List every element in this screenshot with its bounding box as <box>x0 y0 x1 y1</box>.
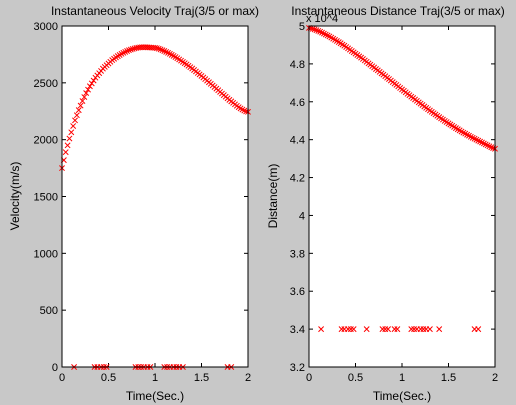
velocity-x-tick-label: 0 <box>59 372 65 384</box>
velocity-chart-title: Instantaneous Velocity Traj(3/5 or max) <box>51 4 259 18</box>
distance-x-axis-label: Time(Sec.) <box>373 389 431 403</box>
velocity-y-tick-label: 3000 <box>34 21 58 33</box>
distance-y-tick-label: 4 <box>299 210 305 222</box>
velocity-y-tick-label: 2500 <box>34 78 58 90</box>
velocity-y-tick-label: 1000 <box>34 248 58 260</box>
distance-x-tick-label: 1.5 <box>441 372 456 384</box>
velocity-x-axis-label: Time(Sec.) <box>126 389 184 403</box>
velocity-x-tick-label: 1 <box>152 372 158 384</box>
distance-y-tick-label: 4.4 <box>290 135 305 147</box>
distance-y-tick-label: 3.8 <box>290 248 305 260</box>
distance-x-tick-label: 2 <box>492 372 498 384</box>
velocity-y-axis-label: Velocity(m/s) <box>8 162 22 231</box>
velocity-axes-background <box>62 26 248 367</box>
distance-y-tick-label: 3.4 <box>290 324 305 336</box>
velocity-y-tick-label: 500 <box>40 305 58 317</box>
distance-scale-note: x 10^4 <box>306 13 338 25</box>
distance-y-tick-label: 3.2 <box>290 362 305 374</box>
distance-x-tick-label: 1 <box>399 372 405 384</box>
velocity-y-tick-label: 0 <box>52 362 58 374</box>
distance-y-tick-label: 3.6 <box>290 286 305 298</box>
velocity-x-tick-label: 0.5 <box>101 372 116 384</box>
distance-axes-background <box>309 26 495 367</box>
distance-y-axis-label: Distance(m) <box>266 164 280 229</box>
distance-chart: Instantaneous Distance Traj(3/5 or max) … <box>266 4 505 403</box>
velocity-x-tick-label: 2 <box>245 372 251 384</box>
distance-y-tick-label: 4.8 <box>290 59 305 71</box>
velocity-y-tick-label: 1500 <box>34 192 58 204</box>
distance-y-tick-label: 4.6 <box>290 97 305 109</box>
velocity-x-tick-label: 1.5 <box>194 372 209 384</box>
velocity-chart: Instantaneous Velocity Traj(3/5 or max) … <box>8 4 259 403</box>
distance-x-tick-label: 0 <box>306 372 312 384</box>
distance-y-tick-label: 4.2 <box>290 173 305 185</box>
distance-x-tick-label: 0.5 <box>348 372 363 384</box>
distance-y-tick-label: 5 <box>299 21 305 33</box>
velocity-y-tick-label: 2000 <box>34 135 58 147</box>
